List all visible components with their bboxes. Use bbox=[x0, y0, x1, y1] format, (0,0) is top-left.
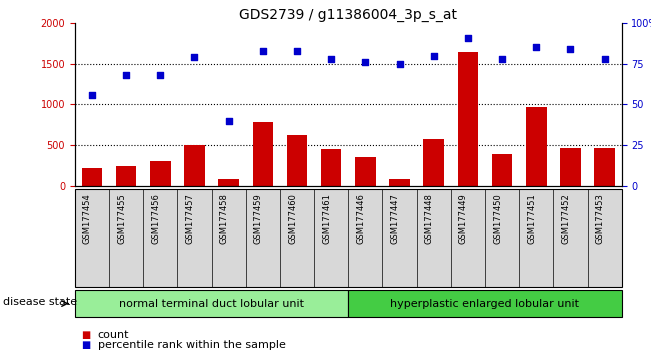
Text: disease state: disease state bbox=[3, 297, 77, 307]
Bar bbox=[389, 179, 409, 186]
Text: ■: ■ bbox=[81, 330, 90, 339]
Bar bbox=[355, 156, 376, 186]
Point bbox=[223, 118, 234, 124]
Text: GSM177447: GSM177447 bbox=[391, 193, 400, 244]
Point bbox=[155, 72, 165, 78]
Bar bbox=[286, 135, 307, 186]
Text: GSM177453: GSM177453 bbox=[596, 193, 605, 244]
Bar bbox=[526, 107, 546, 186]
Text: GSM177451: GSM177451 bbox=[527, 193, 536, 244]
Text: GSM177457: GSM177457 bbox=[186, 193, 195, 244]
Point bbox=[463, 35, 473, 40]
Point bbox=[395, 61, 405, 67]
Point bbox=[121, 72, 132, 78]
Point bbox=[258, 48, 268, 53]
Point bbox=[531, 45, 542, 50]
Text: GSM177459: GSM177459 bbox=[254, 193, 263, 244]
Text: percentile rank within the sample: percentile rank within the sample bbox=[98, 340, 286, 350]
Point bbox=[600, 56, 610, 62]
Text: GSM177450: GSM177450 bbox=[493, 193, 502, 244]
Bar bbox=[560, 148, 581, 186]
Point bbox=[428, 53, 439, 58]
Text: GSM177456: GSM177456 bbox=[151, 193, 160, 244]
Point bbox=[189, 55, 200, 60]
Text: GSM177455: GSM177455 bbox=[117, 193, 126, 244]
Text: ■: ■ bbox=[81, 340, 90, 350]
Text: GSM177454: GSM177454 bbox=[83, 193, 92, 244]
Bar bbox=[492, 154, 512, 186]
Bar bbox=[150, 161, 171, 186]
Text: GSM177458: GSM177458 bbox=[219, 193, 229, 244]
Bar bbox=[219, 179, 239, 186]
Bar bbox=[458, 51, 478, 186]
Bar bbox=[253, 122, 273, 186]
Bar bbox=[423, 139, 444, 186]
Point bbox=[565, 46, 575, 52]
Bar bbox=[321, 149, 341, 186]
Text: GSM177448: GSM177448 bbox=[424, 193, 434, 244]
Text: GSM177449: GSM177449 bbox=[459, 193, 468, 244]
Text: count: count bbox=[98, 330, 129, 339]
Bar bbox=[594, 148, 615, 186]
Text: hyperplastic enlarged lobular unit: hyperplastic enlarged lobular unit bbox=[391, 298, 579, 309]
Point bbox=[497, 56, 507, 62]
Text: GSM177461: GSM177461 bbox=[322, 193, 331, 244]
Bar bbox=[116, 166, 137, 186]
Point bbox=[360, 59, 370, 65]
Point bbox=[87, 92, 97, 97]
Point bbox=[292, 48, 302, 53]
Title: GDS2739 / g11386004_3p_s_at: GDS2739 / g11386004_3p_s_at bbox=[240, 8, 457, 22]
Text: GSM177446: GSM177446 bbox=[356, 193, 365, 244]
Bar bbox=[184, 145, 204, 186]
Bar bbox=[82, 168, 102, 186]
Text: GSM177452: GSM177452 bbox=[561, 193, 570, 244]
Text: normal terminal duct lobular unit: normal terminal duct lobular unit bbox=[119, 298, 304, 309]
Point bbox=[326, 56, 337, 62]
Text: GSM177460: GSM177460 bbox=[288, 193, 297, 244]
